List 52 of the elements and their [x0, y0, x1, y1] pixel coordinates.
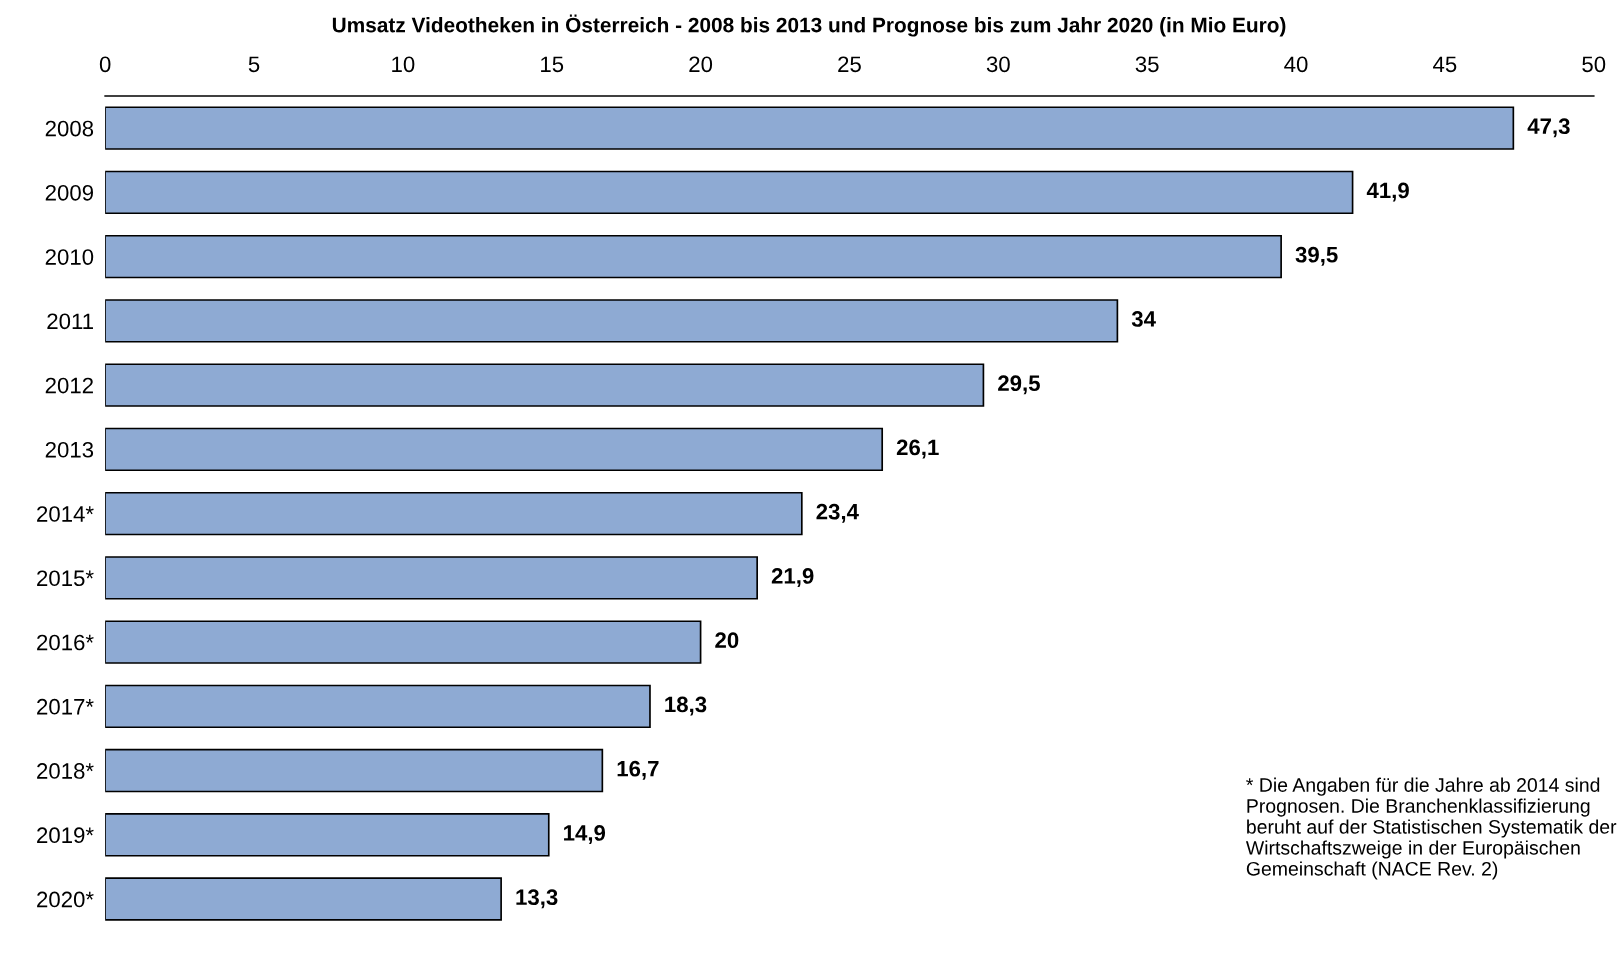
- data-label: 23,4: [816, 503, 859, 523]
- y-tick-label: 2012: [45, 377, 93, 394]
- y-tick-label: 2013: [45, 441, 94, 458]
- y-tick-label: 2011: [47, 313, 93, 330]
- bar: [105, 556, 758, 600]
- data-label: 26,1: [896, 439, 939, 459]
- x-tick-label: 5: [248, 56, 260, 73]
- bar: [105, 877, 502, 921]
- data-label: 41,9: [1366, 182, 1409, 202]
- bar: [105, 748, 604, 793]
- chart-title: Umsatz Videotheken in Österreich - 2008 bis 2013 und Prognose bis zum Jahr 2020 (in Mio Euro): [332, 14, 1286, 37]
- data-label: 14,9: [564, 825, 606, 845]
- x-tick-label: 50: [1582, 56, 1606, 73]
- data-label: 34: [1131, 311, 1156, 327]
- bar: [105, 363, 985, 407]
- x-tick-label: 25: [838, 56, 861, 73]
- x-tick-label: 40: [1284, 56, 1308, 73]
- y-tick-label: 2014*: [37, 506, 94, 522]
- bar: [105, 491, 803, 536]
- data-label: 16,7: [617, 760, 659, 780]
- bar: [105, 299, 1119, 343]
- y-tick-label: 2016*: [37, 634, 94, 651]
- y-tick-label: 2020*: [37, 891, 94, 908]
- bar: [105, 684, 651, 729]
- x-tick-label: 20: [689, 56, 713, 73]
- y-tick-label: 2019*: [37, 827, 94, 844]
- data-label: 18,3: [665, 696, 707, 716]
- data-label: 29,5: [998, 375, 1040, 395]
- x-tick-label: 45: [1433, 56, 1457, 73]
- annotation: * Die Angaben für die Jahre ab 2014 sind Prognosen. Die Branchenklassifizierung beruht auf der Statistischen Systematik der Wirtschaftszweige in der Europäischen Gemeinschaft (NACE Rev. 2): [1245, 777, 1617, 880]
- y-tick-label: 2018*: [37, 763, 94, 779]
- x-tick-label: 30: [986, 56, 1010, 73]
- y-tick-label: 2010: [45, 249, 94, 265]
- x-tick-label: 0: [99, 56, 111, 73]
- x-tick-label: 15: [541, 56, 564, 73]
- bar: [105, 234, 1282, 279]
- y-tick-label: 2008: [45, 120, 94, 137]
- data-label: 20: [715, 632, 739, 649]
- x-tick-label: 10: [392, 56, 415, 73]
- bar: [105, 427, 884, 472]
- data-label: 47,3: [1527, 118, 1570, 138]
- bar: [105, 170, 1354, 215]
- data-label: 13,3: [516, 889, 558, 909]
- bar: [105, 813, 550, 857]
- y-tick-label: 2017*: [37, 698, 94, 715]
- x-tick-label: 35: [1135, 56, 1159, 73]
- y-tick-label: 2009: [45, 184, 94, 201]
- data-label: 21,9: [771, 568, 814, 588]
- bar: [105, 620, 702, 664]
- y-tick-label: 2015*: [37, 570, 94, 587]
- bar: [105, 106, 1515, 150]
- data-label: 39,5: [1295, 246, 1338, 266]
